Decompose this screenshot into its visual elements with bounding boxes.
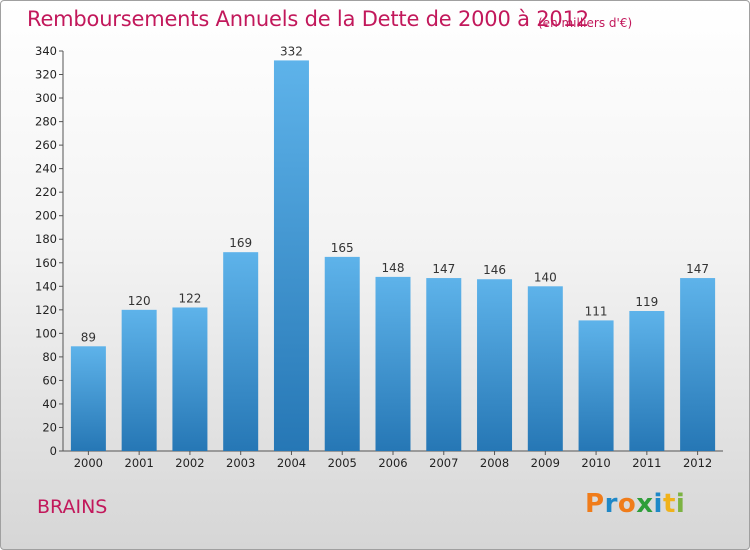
bar-value-label: 332 bbox=[280, 44, 303, 58]
y-tick-label: 200 bbox=[35, 209, 57, 223]
x-tick-label: 2010 bbox=[581, 456, 610, 470]
x-tick-label: 2000 bbox=[74, 456, 103, 470]
x-tick-label: 2005 bbox=[328, 456, 357, 470]
bar-value-label: 169 bbox=[229, 236, 252, 250]
bar bbox=[680, 278, 716, 451]
x-tick-label: 2003 bbox=[226, 456, 255, 470]
y-tick-label: 280 bbox=[35, 115, 57, 129]
y-tick-label: 0 bbox=[50, 444, 57, 458]
x-tick-label: 2008 bbox=[480, 456, 509, 470]
logo-letter: P bbox=[585, 489, 605, 519]
y-tick-label: 260 bbox=[35, 138, 57, 152]
bar bbox=[375, 276, 411, 451]
bar-value-label: 119 bbox=[635, 295, 658, 309]
bar-value-label: 122 bbox=[178, 291, 201, 305]
bar bbox=[273, 60, 309, 451]
y-tick-label: 120 bbox=[35, 303, 57, 317]
logo-letter: r bbox=[604, 489, 618, 519]
bar bbox=[70, 346, 106, 451]
logo-letter: x bbox=[636, 489, 654, 519]
bar bbox=[477, 279, 513, 451]
y-tick-label: 80 bbox=[42, 350, 57, 364]
bar-value-label: 111 bbox=[585, 304, 608, 318]
y-tick-label: 20 bbox=[42, 420, 57, 434]
y-tick-label: 100 bbox=[35, 326, 57, 340]
y-tick-label: 220 bbox=[35, 185, 57, 199]
y-tick-label: 320 bbox=[35, 68, 57, 82]
logo-letter: t bbox=[662, 489, 676, 519]
x-tick-label: 2009 bbox=[531, 456, 560, 470]
chart-title: Remboursements Annuels de la Dette de 20… bbox=[27, 7, 589, 31]
y-tick-label: 60 bbox=[42, 373, 57, 387]
bar-value-label: 165 bbox=[331, 241, 354, 255]
bar-value-label: 120 bbox=[128, 294, 151, 308]
logo-letter: o bbox=[617, 489, 637, 519]
bar bbox=[121, 309, 157, 451]
bar bbox=[629, 311, 665, 451]
bar bbox=[172, 307, 208, 451]
bar bbox=[324, 256, 360, 451]
y-tick-label: 180 bbox=[35, 232, 57, 246]
bar-value-label: 146 bbox=[483, 263, 506, 277]
bar bbox=[426, 278, 462, 451]
logo-letter: i bbox=[675, 489, 686, 519]
bar-value-label: 89 bbox=[81, 330, 96, 344]
y-tick-label: 40 bbox=[42, 397, 57, 411]
logo-letter: i bbox=[653, 489, 663, 519]
bar-value-label: 147 bbox=[432, 262, 455, 276]
bar-value-label: 140 bbox=[534, 270, 557, 284]
y-tick-label: 340 bbox=[35, 44, 57, 58]
proxiti-logo: Proxiti bbox=[585, 489, 685, 519]
y-tick-label: 160 bbox=[35, 256, 57, 270]
x-tick-label: 2011 bbox=[632, 456, 661, 470]
bar bbox=[578, 320, 614, 451]
location-name: BRAINS bbox=[37, 496, 108, 518]
bar-series: 89 120 122 169 332 165 148 147 146 140 111 119 147 bbox=[70, 44, 716, 451]
chart-unit: (en milliers d'€) bbox=[538, 16, 633, 30]
x-tick-label: 2007 bbox=[429, 456, 458, 470]
x-tick-label: 2012 bbox=[683, 456, 712, 470]
chart-axes: 0 20 40 60 80 100 120 140 160 180 200 220 240 260 280 3… bbox=[35, 44, 723, 470]
bar-value-label: 148 bbox=[382, 261, 405, 275]
x-tick-label: 2004 bbox=[277, 456, 306, 470]
x-tick-label: 2006 bbox=[378, 456, 407, 470]
x-tick-label: 2002 bbox=[175, 456, 204, 470]
x-tick-label: 2001 bbox=[125, 456, 154, 470]
bar bbox=[223, 252, 259, 451]
y-tick-label: 300 bbox=[35, 91, 57, 105]
y-tick-label: 240 bbox=[35, 162, 57, 176]
y-tick-label: 140 bbox=[35, 279, 57, 293]
bar-value-label: 147 bbox=[686, 262, 709, 276]
bar bbox=[527, 286, 563, 451]
